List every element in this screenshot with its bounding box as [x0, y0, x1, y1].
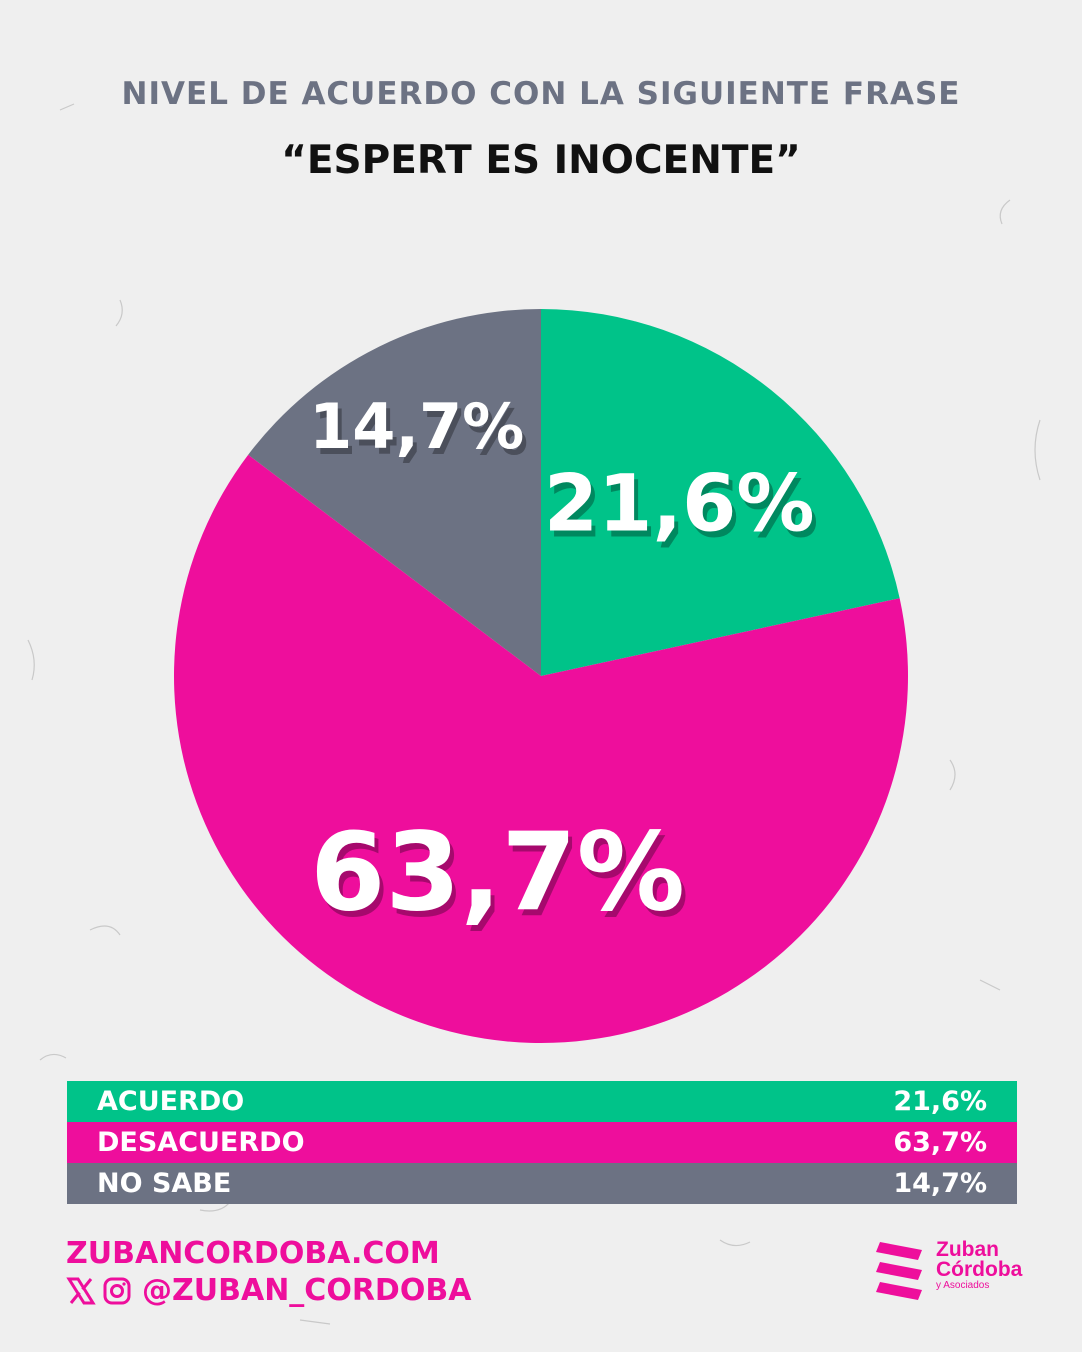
legend-row-no-sabe: NO SABE 14,7%: [67, 1163, 1017, 1204]
pie-label-no-sabe: 14,7%: [309, 390, 524, 463]
logo-wordmark: Zuban Córdoba y Asociados: [936, 1238, 1023, 1292]
legend: ACUERDO 21,6% DESACUERDO 63,7% NO SABE 1…: [67, 1081, 1017, 1204]
logo-line-1: Zuban: [936, 1238, 999, 1261]
legend-value-acuerdo: 21,6%: [893, 1086, 987, 1117]
pie-label-shadow: 63,7%: [314, 817, 689, 942]
logo-mark-icon: [876, 1242, 922, 1300]
pie-slice-desacuerdo: [174, 454, 909, 1043]
legend-label-no-sabe: NO SABE: [97, 1168, 232, 1199]
instagram-icon[interactable]: [102, 1276, 132, 1306]
chart-subtitle: “ESPERT ES INOCENTE”: [281, 138, 801, 183]
logo-line-3: y Asociados: [936, 1280, 990, 1291]
brand-logo: Zuban Córdoba y Asociados: [872, 1238, 1023, 1302]
website-link[interactable]: ZUBANCORDOBA.COM: [66, 1236, 440, 1271]
pie-label-shadow: 21,6%: [548, 466, 819, 556]
legend-row-desacuerdo: DESACUERDO 63,7%: [67, 1122, 1017, 1163]
pie-label-acuerdo: 21,6%: [544, 460, 815, 550]
legend-label-desacuerdo: DESACUERDO: [97, 1127, 305, 1158]
social-handle[interactable]: @ZUBAN_CORDOBA: [142, 1273, 472, 1308]
legend-label-acuerdo: ACUERDO: [97, 1086, 245, 1117]
social-handle-row: @ZUBAN_CORDOBA: [66, 1273, 471, 1308]
legend-value-no-sabe: 14,7%: [893, 1168, 987, 1199]
legend-row-acuerdo: ACUERDO 21,6%: [67, 1081, 1017, 1122]
chart-title: NIVEL DE ACUERDO CON LA SIGUIENTE FRASE: [121, 76, 961, 112]
pie-slice-no-sabe: [248, 309, 541, 676]
pie-slice-acuerdo: [541, 309, 900, 676]
pie-label-shadow: 14,7%: [313, 396, 528, 469]
pie-label-desacuerdo: 63,7%: [310, 811, 685, 936]
legend-value-desacuerdo: 63,7%: [893, 1127, 987, 1158]
x-icon[interactable]: [66, 1276, 96, 1306]
logo-line-2: Córdoba: [936, 1258, 1023, 1281]
